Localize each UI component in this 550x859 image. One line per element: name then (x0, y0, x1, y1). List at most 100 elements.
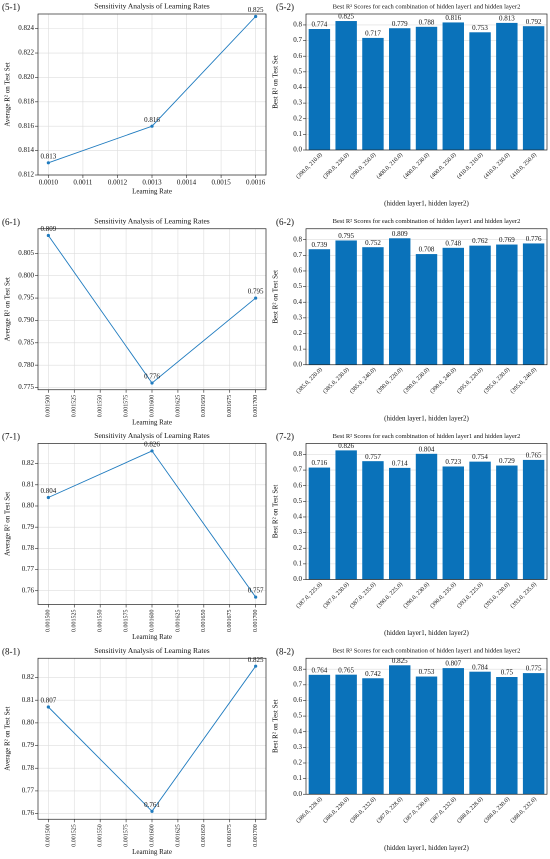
data-label: 0.769 (499, 236, 515, 244)
data-label: 0.826 (144, 441, 160, 449)
point (254, 664, 258, 668)
bar (442, 668, 464, 795)
bar (335, 21, 357, 150)
plot-frame (37, 228, 267, 391)
bar (335, 240, 357, 365)
x-tick-label: (387.0, 232.0) (429, 796, 458, 825)
point (254, 14, 258, 19)
data-label: 0.748 (445, 239, 461, 247)
x-tick-label: 0.001650 (201, 610, 207, 633)
x-tick-label: (387.0, 228.0) (375, 796, 404, 825)
bar (362, 461, 384, 580)
plot-frame (37, 443, 267, 605)
y-tick-label: 0.3 (293, 743, 302, 751)
data-label: 0.753 (472, 24, 488, 32)
bar (389, 665, 411, 795)
y-tick-label: 0.4 (293, 298, 302, 306)
y-tick-label: 0.80 (22, 718, 35, 726)
bar (362, 678, 384, 795)
x-tick-label: (390.0, 235.0) (429, 581, 458, 610)
data-label: 0.795 (338, 232, 354, 240)
y-tick-label: 0.76 (22, 586, 35, 594)
bar (469, 461, 491, 580)
data-label: 0.813 (40, 152, 56, 160)
data-label: 0.753 (419, 668, 435, 676)
y-tick-label: 0.0 (293, 575, 302, 583)
panel-label: (6-2) (276, 217, 294, 227)
x-axis-label: Learning Rate (132, 848, 172, 856)
bar (442, 466, 464, 580)
x-tick-label: 0.0014 (177, 179, 197, 187)
x-tick-label: 0.001700 (253, 395, 259, 418)
y-tick-label: 0.78 (22, 544, 35, 552)
y-tick-label: 0.78 (22, 764, 35, 772)
x-tick-label: (387.0, 230.0) (402, 796, 431, 825)
bar (362, 247, 384, 365)
x-axis-label: Learning Rate (132, 418, 172, 426)
y-tick-label: 0.5 (293, 67, 302, 75)
bar (362, 37, 384, 151)
y-tick-label: 0.795 (18, 294, 34, 302)
bar (415, 453, 438, 580)
x-tick-label: (387.0, 235.0) (348, 581, 377, 610)
data-label: 0.788 (419, 18, 435, 26)
data-label: 0.765 (338, 666, 354, 674)
y-tick-label: 0.7 (293, 680, 302, 688)
x-tick-label: 0.001700 (253, 824, 259, 847)
plot-frame (37, 657, 267, 820)
bar (469, 245, 491, 365)
bar (496, 465, 518, 580)
x-tick-label: (393.0, 235.0) (509, 581, 538, 610)
data-label: 0.816 (445, 14, 461, 22)
plot-frame (305, 13, 548, 151)
y-axis-label: Best R² on Test Set (272, 270, 280, 324)
x-tick-label: (386.0, 230.0) (322, 796, 351, 825)
y-tick-label: 0.7 (293, 36, 302, 44)
x-tick-label: 0.001575 (123, 395, 129, 418)
x-tick-label: 0.0011 (73, 179, 92, 187)
data-label: 0.807 (445, 660, 461, 668)
x-tick-label: (410.0, 210.0) (455, 151, 484, 180)
bar (469, 32, 491, 150)
x-tick-label: (390.0, 225.0) (375, 581, 404, 610)
y-tick-label: 0.1 (293, 774, 302, 782)
x-tick-label: (390.0, 250.0) (348, 151, 377, 180)
panel-label: (8-1) (2, 646, 20, 656)
y-tick-label: 0.79 (22, 523, 35, 531)
x-axis-label: (hidden layer1, hidden layer2) (384, 414, 469, 422)
y-tick-label: 0.81 (22, 696, 35, 704)
x-axis-label: Learning Rate (132, 188, 172, 196)
x-tick-label: (387.0, 230.0) (322, 581, 351, 610)
x-tick-label: 0.001600 (149, 395, 155, 418)
plot-frame (37, 13, 267, 176)
x-tick-label: (386.0, 232.0) (348, 796, 377, 825)
y-tick-label: 0.1 (293, 345, 302, 353)
x-tick-label: 0.001525 (72, 395, 78, 418)
x-tick-label: 0.001625 (175, 395, 181, 418)
bar (415, 26, 438, 150)
data-label: 0.716 (312, 459, 328, 467)
x-tick-label: 0.001500 (46, 824, 52, 847)
data-label: 0.825 (248, 656, 264, 664)
point (46, 233, 50, 238)
data-label: 0.729 (499, 457, 515, 465)
y-tick-label: 0.6 (293, 267, 302, 275)
bar (389, 467, 411, 580)
chart-title: Best R² Scores for each combination of h… (333, 648, 521, 655)
chart-title: Sensitivity Analysis of Learning Rates (94, 431, 209, 440)
y-tick-label: 0.812 (18, 171, 34, 179)
point (46, 705, 50, 709)
y-tick-label: 0.816 (18, 122, 34, 130)
y-tick-label: 0.3 (293, 99, 302, 107)
y-tick-label: 0.8 (293, 235, 302, 243)
bar (522, 673, 545, 795)
x-tick-label: 0.001625 (175, 824, 181, 847)
y-tick-label: 0.0 (293, 146, 302, 154)
x-tick-label: 0.001700 (253, 610, 259, 633)
x-tick-label: (390.0, 230.0) (322, 151, 351, 180)
x-tick-label: 0.001575 (123, 610, 129, 633)
x-tick-label: (400.0, 250.0) (429, 151, 458, 180)
y-tick-label: 0.4 (293, 513, 302, 521)
y-tick-label: 0.790 (18, 316, 34, 324)
y-tick-label: 0.77 (22, 565, 35, 573)
